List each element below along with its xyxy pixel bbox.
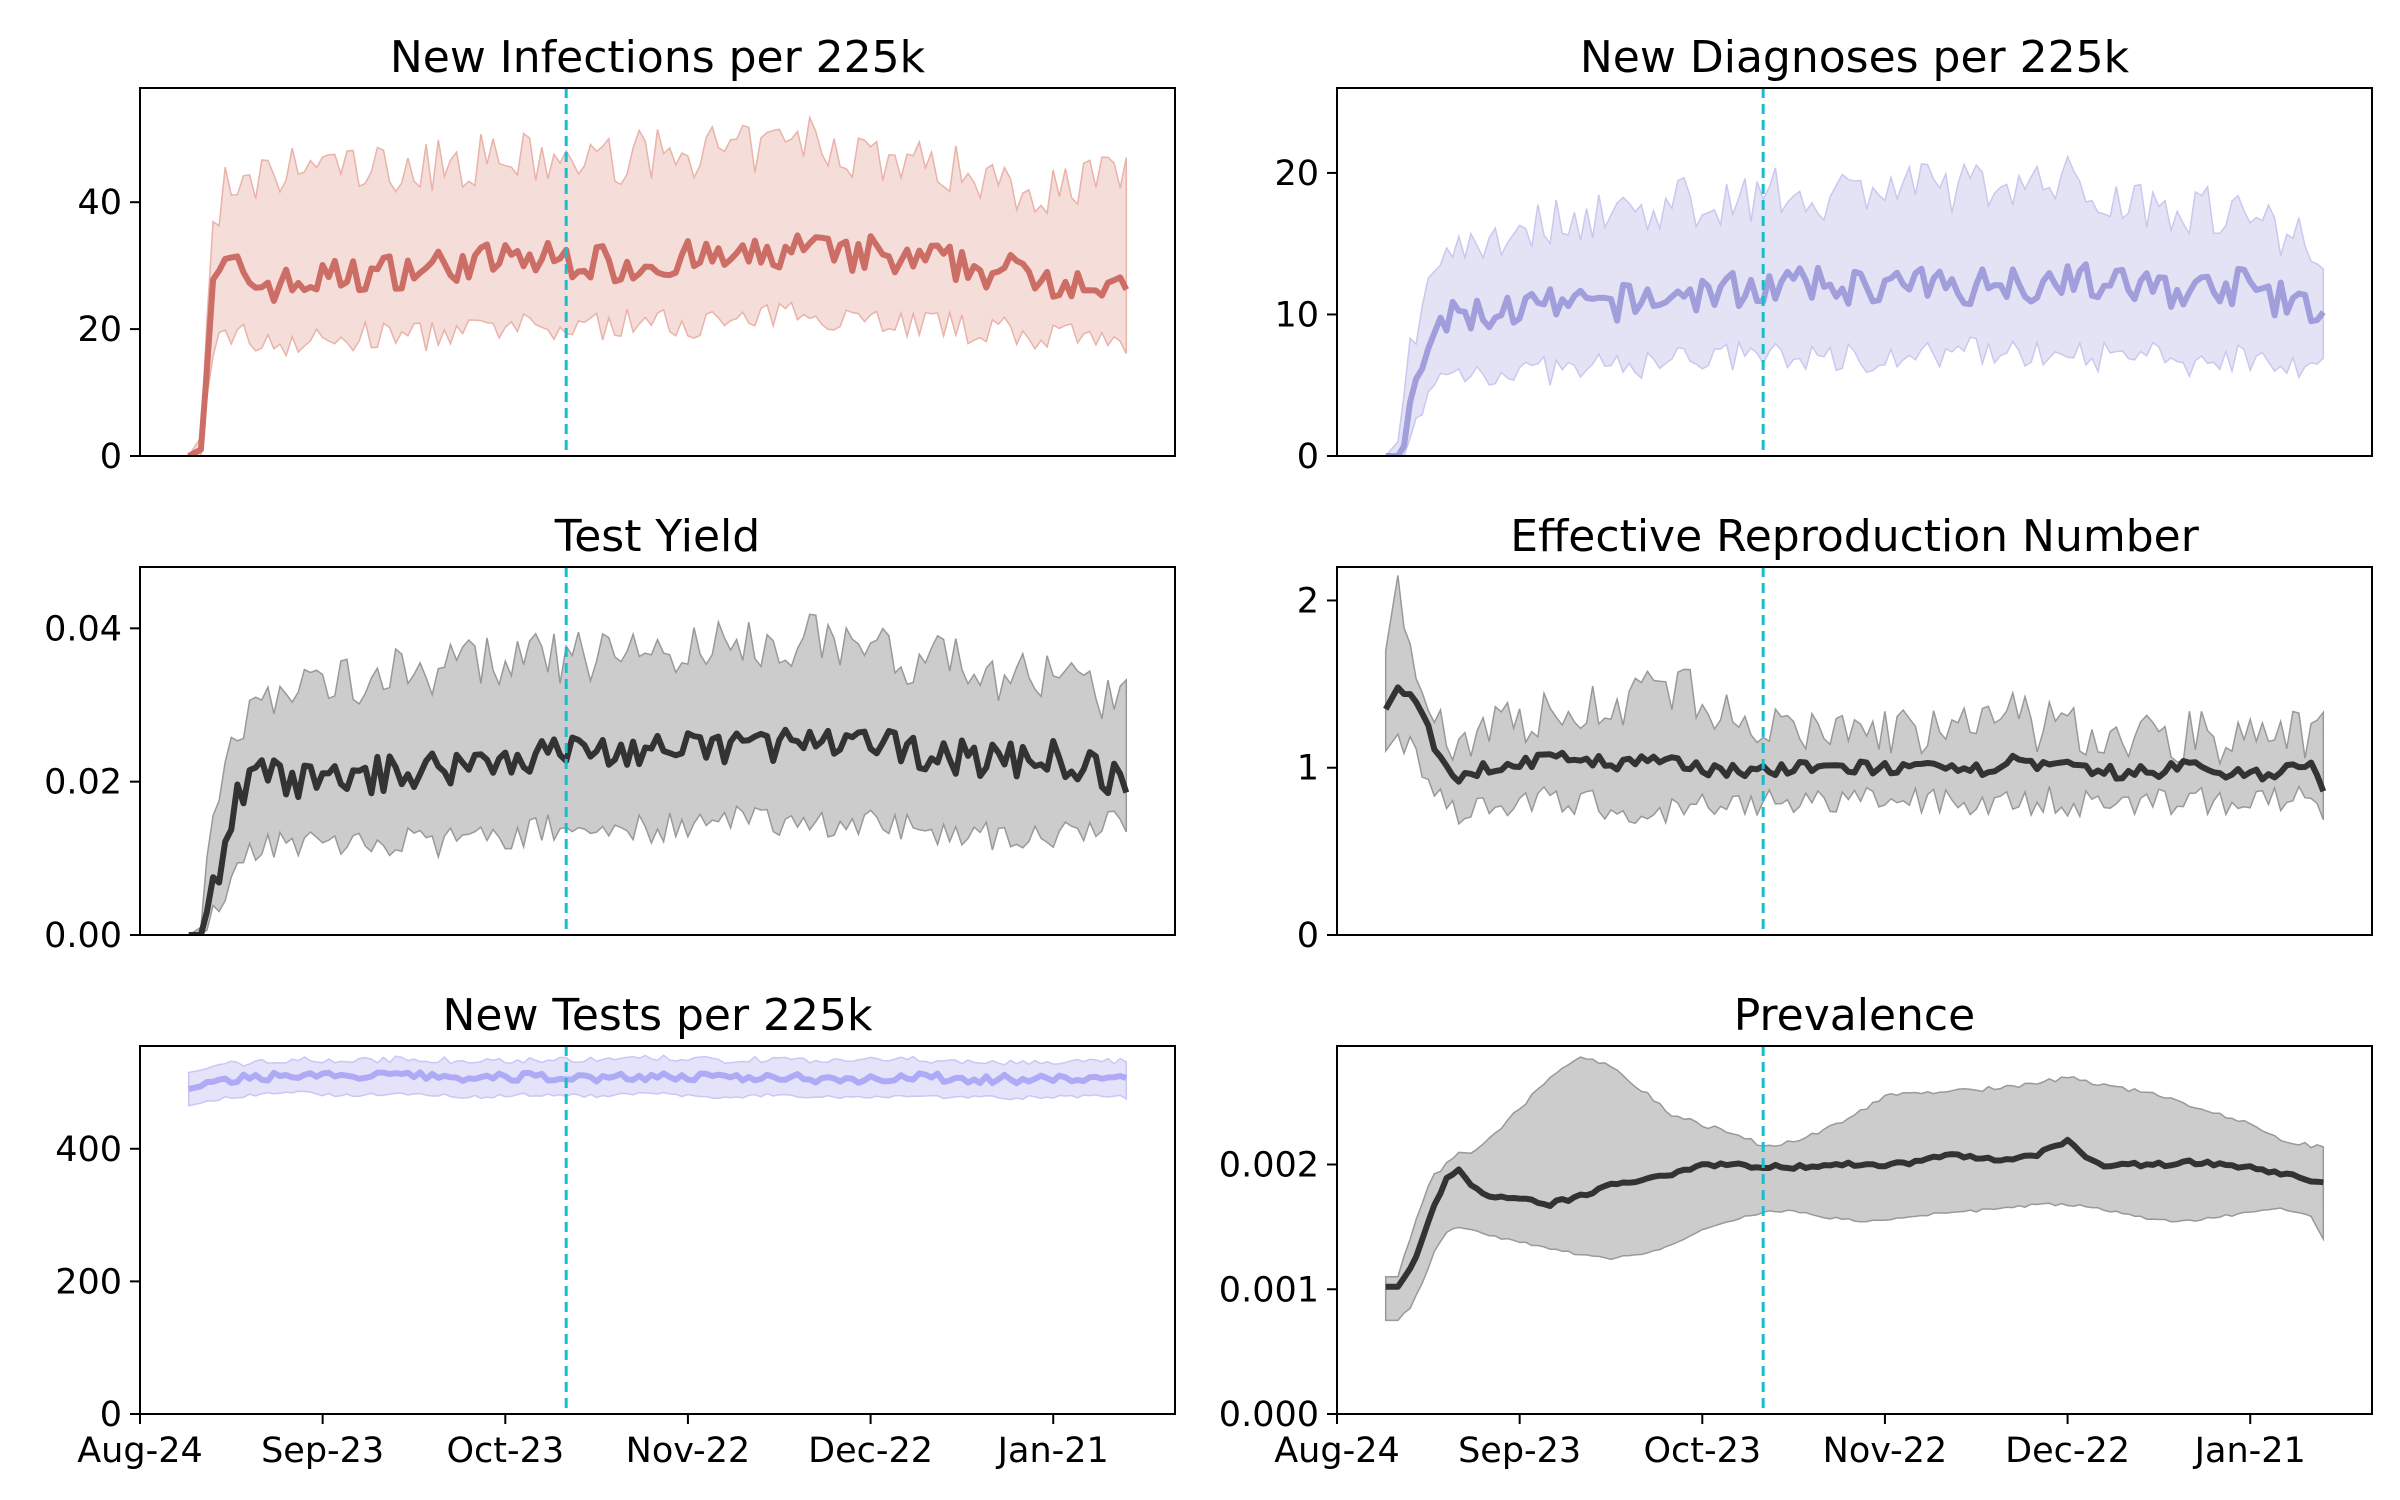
x-tick-label: Sep-23 [1458, 1431, 1581, 1471]
y-tick-label: 0.002 [1219, 1146, 1319, 1186]
plot-frame [1336, 1045, 2373, 1415]
panel-title: Test Yield [554, 511, 760, 562]
plot-frame [1336, 566, 2373, 936]
y-tick-label: 10 [1274, 295, 1319, 335]
plot-frame [139, 566, 1176, 936]
confidence-band [187, 114, 1128, 456]
median-line [1383, 684, 2327, 793]
y-tick-label: 200 [55, 1262, 122, 1302]
median-line [1385, 261, 2326, 456]
y-tick-label: 2 [1297, 581, 1319, 621]
x-tick-label: Oct-23 [1643, 1431, 1761, 1471]
median-line [1385, 1136, 2324, 1290]
plot-frame [139, 1045, 1176, 1415]
y-tick-label: 40 [77, 183, 122, 223]
x-tick-label: Aug-24 [77, 1431, 203, 1471]
y-tick-label: 0 [1297, 437, 1319, 477]
y-tick-label: 20 [77, 310, 122, 350]
median-line [187, 232, 1129, 456]
y-tick-label: 0.04 [44, 609, 122, 649]
panel-title: Effective Reproduction Number [1510, 511, 2200, 562]
panel-5: 0 200 400 New Tests per 225k Aug-24 Sep-23 Oct… [55, 990, 1176, 1471]
x-tick-label: Jan-21 [2193, 1431, 2306, 1471]
panel-3: 0.00 0.02 0.04 Test Yield [44, 511, 1176, 956]
median-line [188, 726, 1130, 935]
y-tick-label: 0.001 [1219, 1270, 1319, 1310]
panel-title: New Tests per 225k [442, 990, 873, 1041]
y-tick-label: 0 [100, 437, 122, 477]
x-tick-label: Dec-22 [2005, 1431, 2130, 1471]
x-tick-label: Dec-22 [808, 1431, 933, 1471]
x-tick-label: Jan-21 [996, 1431, 1109, 1471]
panel-title: New Infections per 225k [390, 32, 926, 83]
y-tick-label: 0.00 [44, 916, 122, 956]
x-tick-label: Nov-22 [1823, 1431, 1948, 1471]
panel-2: 0 10 20 New Diagnoses per 225k [1274, 32, 2373, 477]
y-tick-label: 0 [1297, 916, 1319, 956]
x-tick-label: Oct-23 [446, 1431, 564, 1471]
y-tick-label: 400 [55, 1130, 122, 1170]
panel-4: 0 1 2 Effective Reproduction Number [1297, 511, 2373, 956]
panel-title: Prevalence [1734, 990, 1975, 1041]
y-tick-label: 20 [1274, 154, 1319, 194]
plot-frame [1336, 87, 2373, 457]
confidence-band [187, 613, 1128, 935]
x-tick-label: Aug-24 [1274, 1431, 1400, 1471]
y-tick-label: 0.02 [44, 763, 122, 803]
y-tick-label: 1 [1297, 749, 1319, 789]
y-tick-label: 0.000 [1219, 1395, 1319, 1435]
x-tick-label: Nov-22 [626, 1431, 751, 1471]
panel-1: 0 20 40 New Infections per 225k [77, 32, 1176, 477]
confidence-band [1384, 1056, 2325, 1322]
median-line [188, 1069, 1128, 1093]
x-tick-label: Sep-23 [261, 1431, 384, 1471]
y-tick-label: 0 [100, 1395, 122, 1435]
plot-frame [139, 87, 1176, 457]
confidence-band [1384, 575, 2325, 826]
panel-title: New Diagnoses per 225k [1580, 32, 2130, 83]
panel-6: 0.000 0.001 0.002 Prevalence Aug-24 Sep-23 Oct… [1219, 990, 2373, 1471]
